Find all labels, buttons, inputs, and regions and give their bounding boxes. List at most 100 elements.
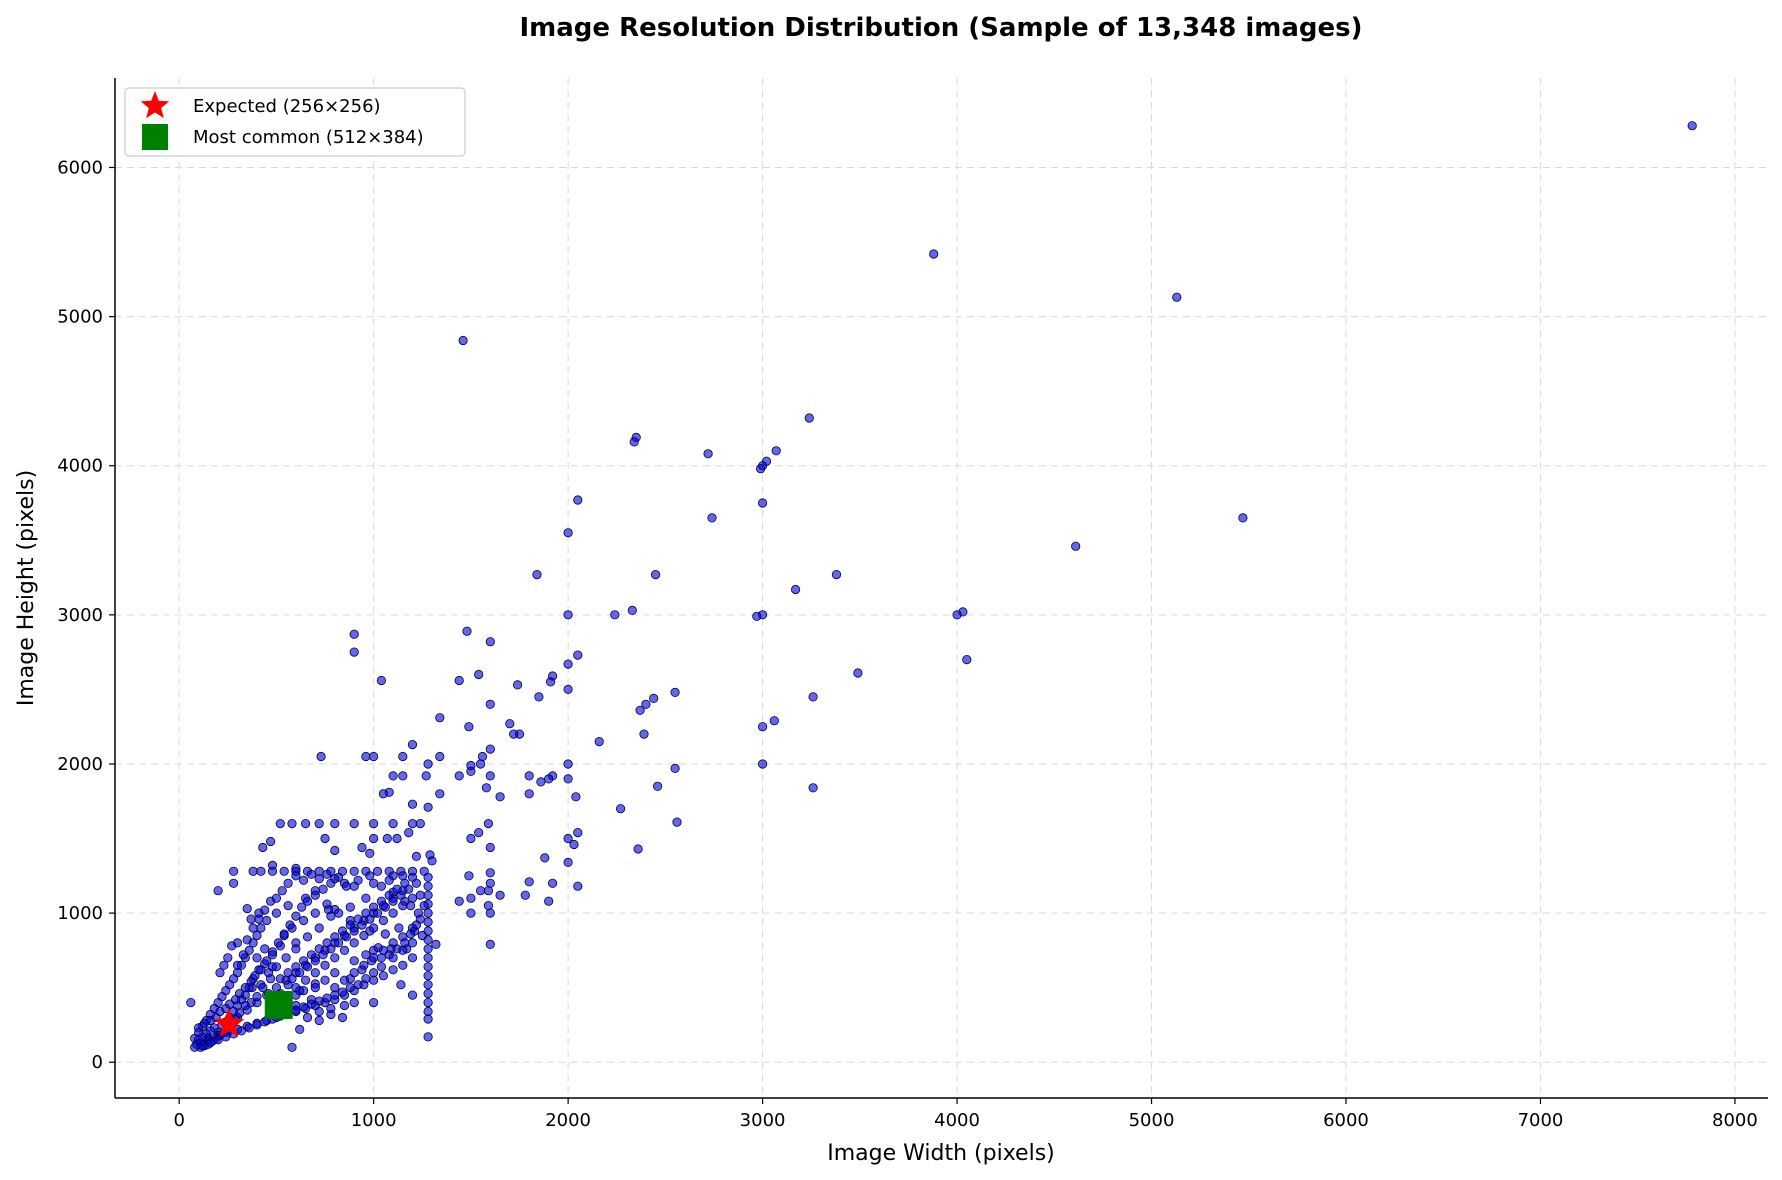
y-tick-label-0: 0	[92, 1052, 103, 1073]
scatter-point	[615, 804, 626, 814]
scatter-point	[361, 974, 371, 984]
scatter-point	[275, 974, 285, 984]
scatter-point	[349, 629, 359, 639]
scatter-point	[368, 751, 379, 762]
scatter-point	[594, 736, 604, 747]
scatter-point	[326, 944, 336, 954]
scatter-point	[361, 893, 371, 903]
scatter-point	[339, 975, 350, 985]
scatter-point	[804, 413, 814, 423]
x-tick-label-2: 2000	[545, 1110, 591, 1131]
scatter-point	[252, 953, 262, 963]
x-tick-label-5: 5000	[1129, 1110, 1175, 1131]
scatter-point	[407, 818, 418, 829]
scatter-point	[326, 1009, 336, 1020]
scatter-point	[485, 744, 495, 754]
scatter-point	[524, 877, 534, 887]
scatter-point	[388, 896, 398, 906]
scatter-point	[265, 974, 276, 984]
scatter-point	[407, 938, 418, 948]
x-tick-label-0: 0	[173, 1110, 184, 1131]
scatter-point	[703, 449, 713, 459]
scatter-point	[421, 771, 431, 781]
scatter-point	[790, 584, 801, 595]
scatter-point	[361, 751, 371, 762]
scatter-point	[357, 920, 367, 930]
scatter-point	[368, 878, 379, 888]
scatter-point	[341, 932, 351, 942]
scatter-point	[252, 991, 262, 1002]
expected-resolution-star	[213, 1008, 245, 1037]
scatter-point	[477, 751, 488, 762]
scatter-point	[349, 956, 359, 966]
scatter-point	[1687, 121, 1697, 131]
scatter-point	[831, 569, 842, 580]
scatter-point	[365, 871, 375, 881]
scatter-point	[540, 853, 550, 863]
scatter-point	[298, 875, 309, 885]
scatter-point	[376, 962, 386, 972]
axes-layer	[114, 78, 1768, 1099]
scatter-point	[474, 669, 484, 680]
scatter-point	[310, 908, 320, 918]
scatter-point	[481, 783, 491, 793]
scatter-point	[380, 929, 390, 939]
scatter-point	[337, 1012, 348, 1023]
scatter-point	[273, 938, 283, 948]
scatter-point	[466, 833, 476, 844]
scatter-point	[318, 950, 328, 960]
scatter-point	[227, 941, 237, 951]
scatter-point	[423, 908, 433, 918]
scatter-point	[258, 842, 268, 853]
scatter-point	[769, 716, 779, 726]
scatter-point	[333, 908, 344, 918]
scatter-point	[394, 923, 404, 933]
scatter-point	[310, 968, 320, 978]
scatter-point	[563, 684, 573, 695]
scatter-point	[314, 1015, 324, 1026]
scatter-point	[400, 938, 410, 948]
scatter-point	[544, 896, 554, 906]
scatter-point	[368, 923, 379, 933]
scatter-point	[458, 335, 468, 346]
scatter-point	[544, 774, 554, 784]
scatter-point	[349, 997, 359, 1008]
scatter-point	[672, 817, 682, 827]
scatter-point	[407, 990, 418, 1000]
scatter-point	[262, 956, 272, 966]
x-tick-label-3: 3000	[740, 1110, 786, 1131]
scatter-point	[423, 953, 433, 963]
scatter-point	[368, 833, 379, 844]
scatter-point	[302, 1012, 313, 1023]
scatter-point	[314, 996, 324, 1006]
scatter-point	[454, 896, 464, 906]
scatter-point	[485, 771, 495, 781]
scatter-point	[300, 818, 311, 829]
scatter-point	[475, 886, 486, 896]
scatter-point	[524, 771, 534, 781]
scatter-point	[349, 647, 359, 657]
scatter-point	[330, 818, 340, 829]
scatter-point	[411, 920, 421, 930]
scatter-point	[534, 692, 544, 702]
scatter-point	[302, 962, 313, 972]
scatter-point	[271, 908, 281, 918]
scatter-point	[563, 610, 573, 620]
scatter-point	[359, 960, 369, 970]
markers-layer	[213, 990, 293, 1037]
scatter-point	[423, 997, 433, 1008]
scatter-point	[407, 893, 418, 903]
y-axis-label: Image Height (pixels)	[14, 470, 39, 706]
scatter-point	[670, 763, 680, 774]
scatter-point	[388, 908, 398, 918]
scatter-point	[423, 962, 433, 972]
scatter-point	[333, 938, 344, 948]
scatter-point	[287, 974, 297, 984]
scatter-point	[512, 680, 523, 690]
scatter-point	[378, 971, 388, 981]
scatter-point	[384, 875, 394, 885]
scatter-point	[300, 975, 311, 985]
x-tick-label-4: 4000	[934, 1110, 980, 1131]
scatter-point	[240, 982, 250, 993]
